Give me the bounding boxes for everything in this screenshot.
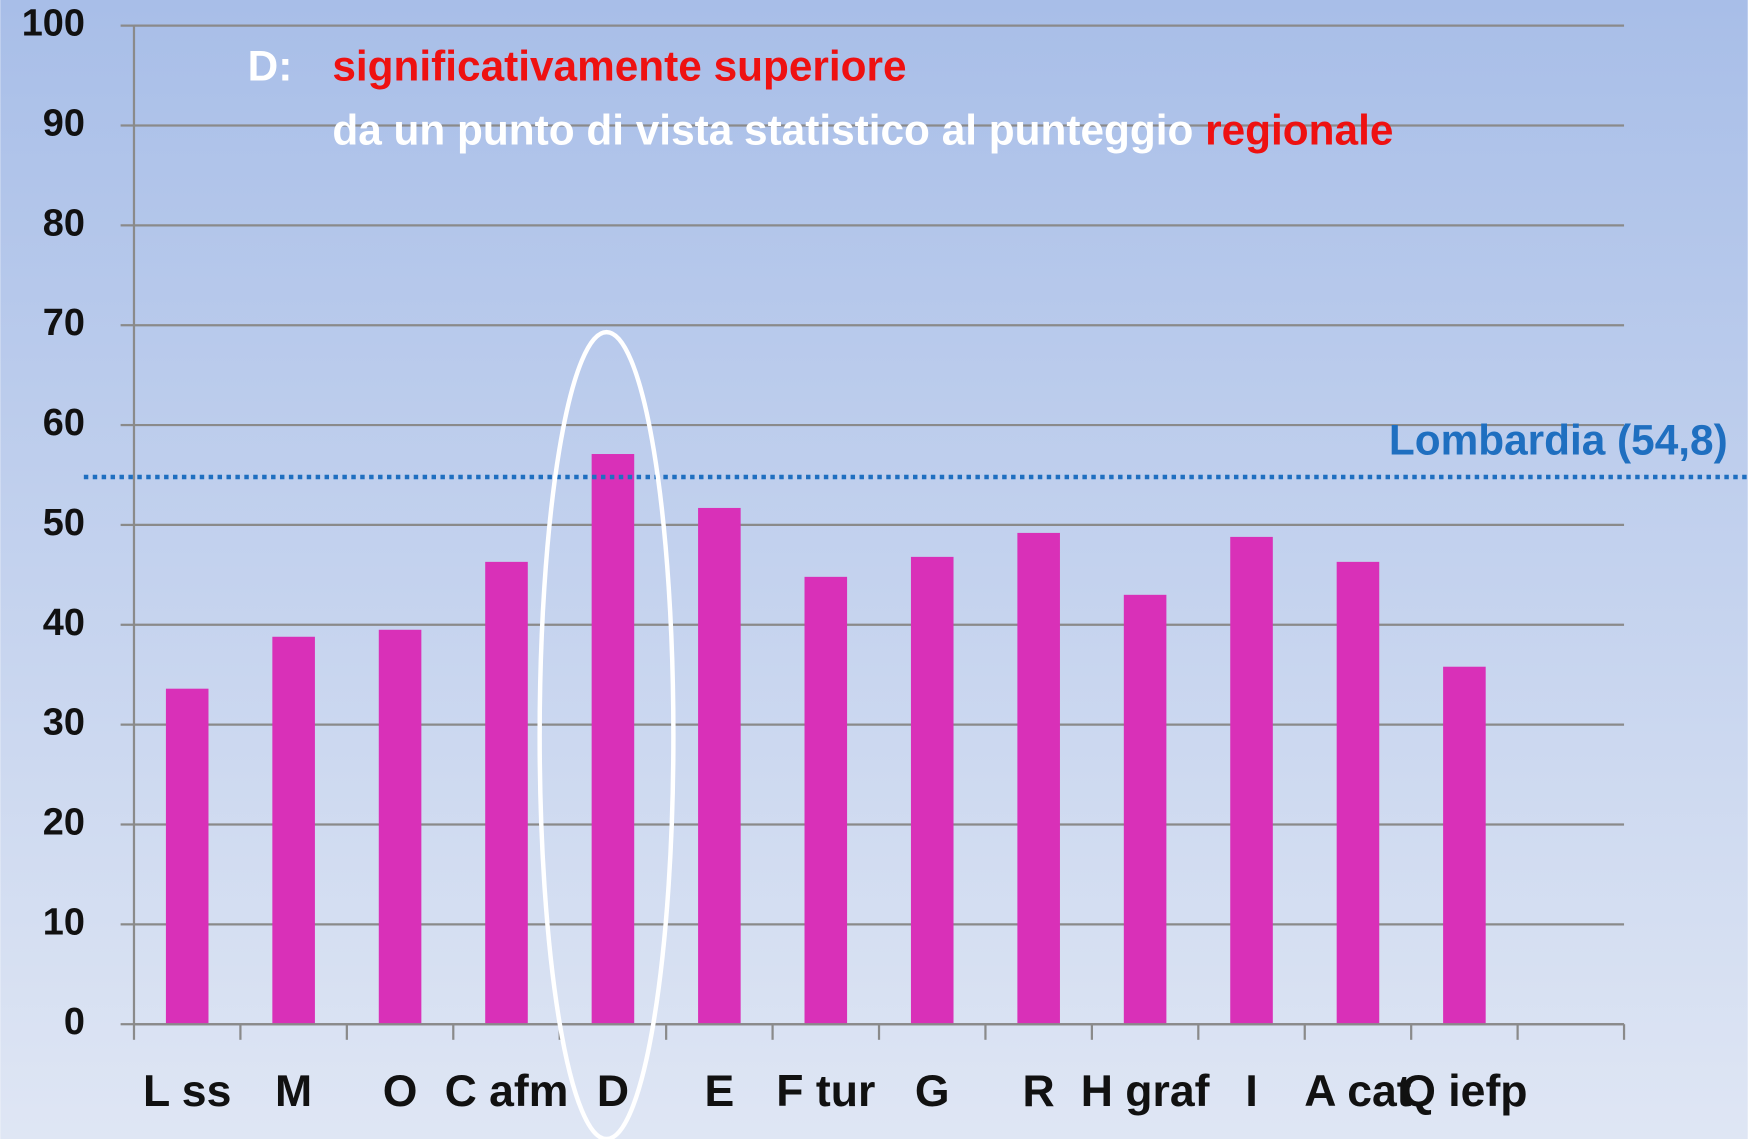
y-tick-label: 40 bbox=[43, 602, 85, 644]
y-tick-label: 100 bbox=[22, 3, 85, 45]
x-tick-label: F tur bbox=[776, 1067, 875, 1116]
bar bbox=[804, 576, 848, 1025]
bar bbox=[910, 556, 954, 1025]
annotation-line1: significativamente superiore bbox=[332, 42, 906, 89]
bar bbox=[1017, 532, 1060, 1025]
x-tick-label: L ss bbox=[143, 1067, 231, 1116]
y-tick-label: 60 bbox=[43, 402, 85, 444]
reference-label: Lombardia (54,8) bbox=[1389, 417, 1728, 464]
x-tick-label: I bbox=[1245, 1067, 1257, 1116]
y-tick-label: 30 bbox=[43, 702, 85, 744]
bar bbox=[1230, 536, 1273, 1025]
y-tick-label: 10 bbox=[43, 901, 85, 943]
x-tick-label: H graf bbox=[1081, 1067, 1210, 1116]
bar bbox=[485, 561, 528, 1025]
annotation-highlight: regionale bbox=[1205, 107, 1393, 154]
x-tick-label: Q iefp bbox=[1401, 1067, 1527, 1116]
x-tick-label: G bbox=[915, 1067, 950, 1116]
y-tick-label: 0 bbox=[64, 1001, 85, 1043]
x-tick-label: A cat bbox=[1304, 1067, 1411, 1116]
annotation-prefix: D: bbox=[248, 42, 293, 89]
x-tick-label: E bbox=[704, 1067, 734, 1116]
bar bbox=[378, 629, 422, 1025]
bar bbox=[272, 636, 315, 1025]
bar bbox=[698, 507, 741, 1025]
annotation-line2: da un punto di vista statistico al punte… bbox=[332, 107, 1393, 154]
y-tick-label: 70 bbox=[43, 302, 85, 344]
x-tick-label: D bbox=[597, 1067, 629, 1116]
x-tick-label: M bbox=[275, 1067, 312, 1116]
x-tick-label: C afm bbox=[445, 1067, 569, 1116]
highlight-ellipse bbox=[537, 330, 676, 1139]
y-tick-label: 20 bbox=[43, 802, 85, 844]
x-tick-label: R bbox=[1023, 1067, 1055, 1116]
annotation-text: da un punto di vista statistico al punte… bbox=[332, 107, 1205, 154]
y-tick-label: 80 bbox=[43, 202, 85, 244]
bar bbox=[1123, 594, 1167, 1025]
bar bbox=[165, 688, 209, 1025]
y-tick-label: 50 bbox=[43, 502, 85, 544]
x-tick-label: O bbox=[383, 1067, 418, 1116]
y-tick-label: 90 bbox=[43, 103, 85, 145]
bar bbox=[591, 454, 635, 1025]
bar bbox=[1336, 561, 1380, 1025]
bar bbox=[1443, 666, 1486, 1025]
